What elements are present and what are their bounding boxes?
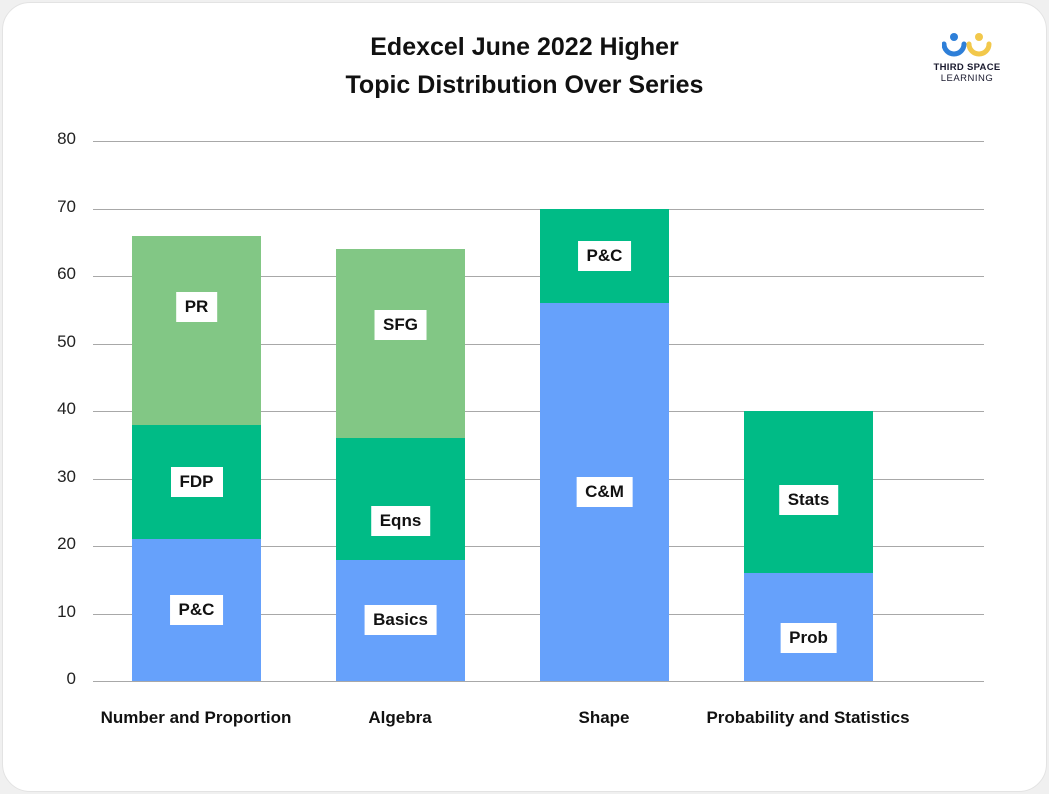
bar-segment[interactable]: SFG: [336, 249, 465, 438]
gridline: [93, 411, 984, 412]
logo-text-line2: LEARNING: [940, 73, 994, 84]
segment-label: Eqns: [370, 505, 431, 536]
chart-title-line1: Edexcel June 2022 Higher: [370, 33, 679, 61]
stacked-bar[interactable]: P&C FDP PR: [132, 0, 261, 794]
stacked-bar[interactable]: Prob Stats: [744, 0, 873, 794]
x-axis-category-label: Number and Proportion: [100, 708, 292, 727]
segment-label: FDP: [170, 466, 223, 497]
segment-label: P&C: [169, 595, 224, 626]
chart-title: Edexcel June 2022 Higher Topic Distribut…: [0, 28, 1049, 104]
gridline: [93, 546, 984, 547]
bar-segment[interactable]: Eqns: [336, 438, 465, 560]
gridline: [93, 141, 984, 142]
segment-label: Stats: [778, 485, 839, 516]
gridline: [93, 614, 984, 615]
bar-segment[interactable]: Prob: [744, 573, 873, 681]
chart-title-line2: Topic Distribution Over Series: [345, 71, 704, 99]
bar-segment[interactable]: P&C: [540, 208, 669, 303]
bar-segment[interactable]: P&C: [132, 539, 261, 681]
third-space-learning-logo-icon: [942, 33, 992, 57]
gridline: [93, 276, 984, 277]
segment-label: Basics: [364, 605, 437, 636]
segment-label: Prob: [780, 622, 837, 653]
x-axis-category-label: Algebra: [368, 708, 432, 727]
gridline: [93, 344, 984, 345]
x-axis-category-label: Shape: [578, 708, 630, 727]
bar-segment[interactable]: Stats: [744, 411, 873, 573]
segment-label: SFG: [374, 309, 427, 340]
y-axis-tick-label: 50: [57, 332, 76, 351]
logo-text-line1: THIRD SPACE: [933, 62, 1001, 73]
y-axis-tick-label: 80: [57, 129, 76, 148]
bar-segment[interactable]: FDP: [132, 424, 261, 540]
segment-label: C&M: [576, 477, 633, 507]
stacked-bar[interactable]: C&M P&C: [540, 0, 669, 794]
y-axis-tick-label: 30: [57, 467, 76, 486]
gridline: [93, 479, 984, 480]
y-axis-tick-label: 60: [57, 264, 76, 283]
segment-label: PR: [175, 292, 218, 323]
segment-label: P&C: [577, 240, 632, 271]
x-axis-category-label: Probability and Statistics: [706, 708, 910, 727]
stacked-bar[interactable]: Basics Eqns SFG: [336, 0, 465, 794]
y-axis-tick-label: 40: [57, 399, 76, 418]
y-axis-tick-label: 70: [57, 197, 76, 216]
gridline: [93, 681, 984, 682]
y-axis-tick-label: 10: [57, 602, 76, 621]
bar-segment[interactable]: Basics: [336, 559, 465, 681]
y-axis-tick-label: 0: [66, 669, 76, 688]
y-axis-tick-label: 20: [57, 534, 76, 553]
brand-logo: THIRD SPACE LEARNING: [922, 32, 1012, 94]
bar-segment[interactable]: C&M: [540, 303, 669, 681]
gridline: [93, 209, 984, 210]
bar-segment[interactable]: PR: [132, 235, 261, 425]
